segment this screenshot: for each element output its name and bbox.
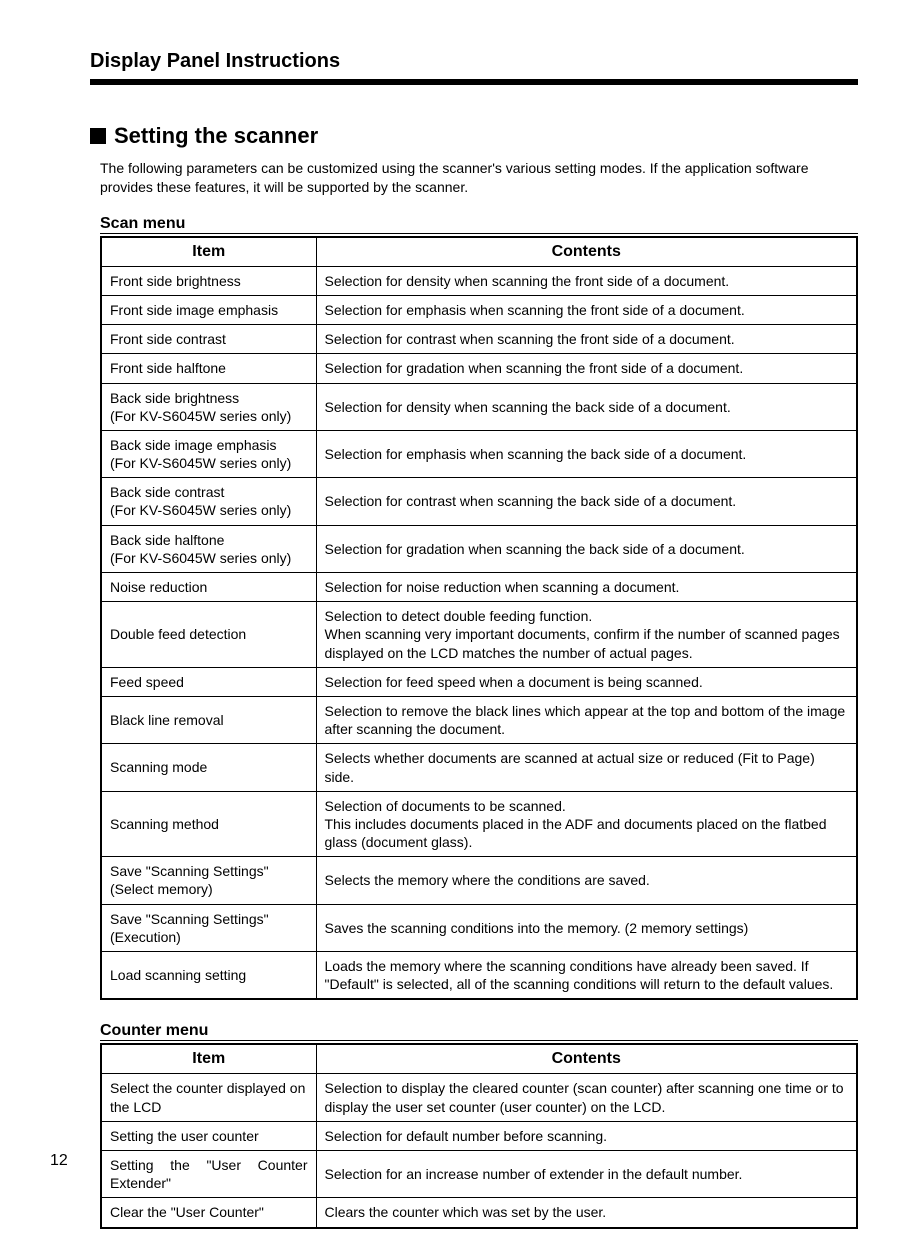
counter-contents-header: Contents (316, 1044, 857, 1074)
header-rule (90, 79, 858, 85)
table-row: Back side image emphasis (For KV-S6045W … (101, 430, 857, 477)
item-cell: Save "Scanning Settings" (Execution) (101, 904, 316, 951)
content-cell: Selection of documents to be scanned. Th… (316, 791, 857, 857)
content-cell: Selection for gradation when scanning th… (316, 354, 857, 383)
item-cell: Save "Scanning Settings" (Select memory) (101, 857, 316, 904)
scan-menu-table: Item Contents Front side brightnessSelec… (100, 236, 858, 1001)
item-cell: Back side brightness (For KV-S6045W seri… (101, 383, 316, 430)
content-cell: Selection for feed speed when a document… (316, 667, 857, 696)
item-cell: Clear the "User Counter" (101, 1198, 316, 1228)
table-row: Noise reductionSelection for noise reduc… (101, 573, 857, 602)
content-cell: Saves the scanning conditions into the m… (316, 904, 857, 951)
content-cell: Selection for an increase number of exte… (316, 1150, 857, 1197)
content-cell: Selects whether documents are scanned at… (316, 744, 857, 791)
counter-menu-table: Item Contents Select the counter display… (100, 1043, 858, 1228)
item-cell: Back side image emphasis (For KV-S6045W … (101, 430, 316, 477)
item-cell: Scanning mode (101, 744, 316, 791)
content-cell: Selection for noise reduction when scann… (316, 573, 857, 602)
scan-contents-header: Contents (316, 237, 857, 267)
item-cell: Back side halftone (For KV-S6045W series… (101, 525, 316, 572)
table-row: Select the counter displayed on the LCDS… (101, 1074, 857, 1121)
content-cell: Loads the memory where the scanning cond… (316, 952, 857, 1000)
table-row: Double feed detectionSelection to detect… (101, 602, 857, 668)
table-row: Scanning methodSelection of documents to… (101, 791, 857, 857)
section-title: Setting the scanner (90, 123, 858, 149)
table-row: Save "Scanning Settings" (Select memory)… (101, 857, 857, 904)
content-cell: Selection for contrast when scanning the… (316, 478, 857, 525)
page-number: 12 (50, 1152, 68, 1170)
item-cell: Front side contrast (101, 325, 316, 354)
content-cell: Selection for density when scanning the … (316, 266, 857, 295)
table-row: Clear the "User Counter"Clears the count… (101, 1198, 857, 1228)
content-cell: Selection to detect double feeding funct… (316, 602, 857, 668)
table-row: Front side halftoneSelection for gradati… (101, 354, 857, 383)
content-cell: Selection for emphasis when scanning the… (316, 430, 857, 477)
table-row: Setting the user counterSelection for de… (101, 1121, 857, 1150)
content-cell: Selection for emphasis when scanning the… (316, 295, 857, 324)
table-row: Save "Scanning Settings" (Execution)Save… (101, 904, 857, 951)
page-header: Display Panel Instructions (90, 50, 858, 73)
item-cell: Front side halftone (101, 354, 316, 383)
item-cell: Load scanning setting (101, 952, 316, 1000)
table-row: Front side brightnessSelection for densi… (101, 266, 857, 295)
intro-paragraph: The following parameters can be customiz… (100, 159, 858, 197)
item-cell: Black line removal (101, 696, 316, 743)
square-bullet-icon (90, 128, 106, 144)
scan-item-header: Item (101, 237, 316, 267)
table-row: Feed speedSelection for feed speed when … (101, 667, 857, 696)
content-cell: Selection for gradation when scanning th… (316, 525, 857, 572)
content-cell: Selection for default number before scan… (316, 1121, 857, 1150)
item-cell: Front side image emphasis (101, 295, 316, 324)
item-cell: Setting the "User Counter Extender" (101, 1150, 316, 1197)
table-row: Front side image emphasisSelection for e… (101, 295, 857, 324)
section-title-text: Setting the scanner (114, 123, 318, 149)
content-cell: Selects the memory where the conditions … (316, 857, 857, 904)
item-cell: Select the counter displayed on the LCD (101, 1074, 316, 1121)
table-row: Back side contrast (For KV-S6045W series… (101, 478, 857, 525)
item-cell: Feed speed (101, 667, 316, 696)
table-row: Back side halftone (For KV-S6045W series… (101, 525, 857, 572)
item-cell: Front side brightness (101, 266, 316, 295)
counter-menu-title: Counter menu (100, 1022, 858, 1041)
item-cell: Double feed detection (101, 602, 316, 668)
counter-item-header: Item (101, 1044, 316, 1074)
table-row: Setting the "User Counter Extender"Selec… (101, 1150, 857, 1197)
table-row: Front side contrastSelection for contras… (101, 325, 857, 354)
table-row: Black line removalSelection to remove th… (101, 696, 857, 743)
scan-menu-title: Scan menu (100, 215, 858, 234)
content-cell: Selection for density when scanning the … (316, 383, 857, 430)
table-row: Back side brightness (For KV-S6045W seri… (101, 383, 857, 430)
item-cell: Back side contrast (For KV-S6045W series… (101, 478, 316, 525)
content-cell: Selection for contrast when scanning the… (316, 325, 857, 354)
item-cell: Scanning method (101, 791, 316, 857)
table-row: Scanning modeSelects whether documents a… (101, 744, 857, 791)
content-cell: Selection to display the cleared counter… (316, 1074, 857, 1121)
content-cell: Clears the counter which was set by the … (316, 1198, 857, 1228)
content-cell: Selection to remove the black lines whic… (316, 696, 857, 743)
table-row: Load scanning settingLoads the memory wh… (101, 952, 857, 1000)
item-cell: Setting the user counter (101, 1121, 316, 1150)
item-cell: Noise reduction (101, 573, 316, 602)
